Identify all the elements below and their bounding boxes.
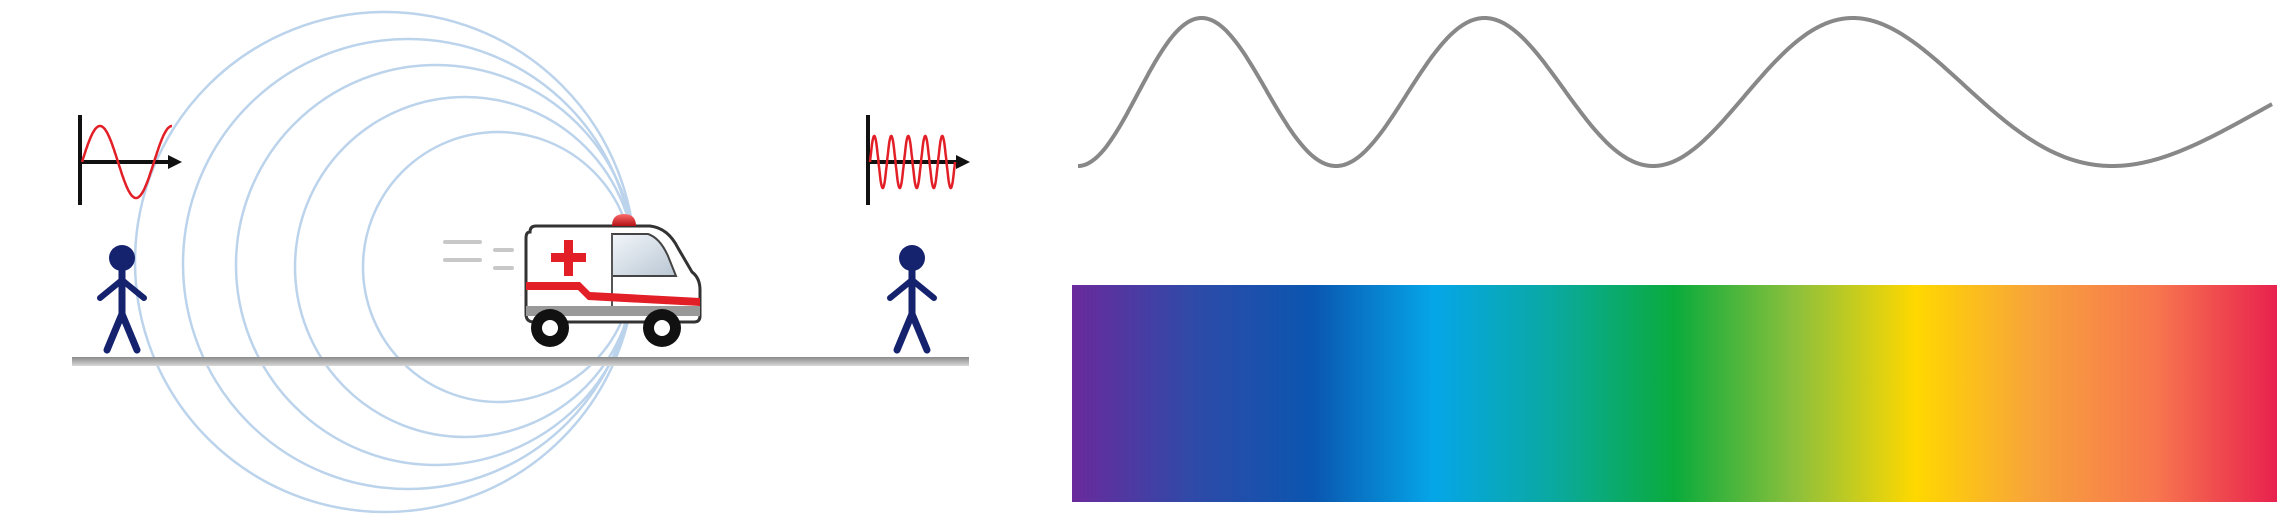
ambulance-stripe <box>526 282 700 306</box>
observer-right <box>887 245 937 354</box>
ambulance-wheel-front <box>643 309 681 347</box>
high-frequency-wave <box>868 134 957 190</box>
ambulance-icon <box>443 214 702 347</box>
person-icon <box>97 245 147 354</box>
wave-graph-icon-right <box>866 115 970 205</box>
siren-icon <box>612 214 636 226</box>
doppler-panel <box>72 10 970 514</box>
spectrum-panel <box>1072 285 2277 502</box>
wave-graph-icon-left <box>78 115 182 205</box>
ambulance-window <box>611 233 678 277</box>
ground-line <box>72 357 969 366</box>
chirp-wave-panel <box>1076 16 2274 168</box>
person-icon <box>887 245 937 354</box>
motion-lines <box>443 240 514 270</box>
color-spectrum-bar <box>1072 285 2277 502</box>
red-cross-icon <box>551 240 586 276</box>
low-frequency-wave <box>80 124 172 200</box>
observer-left <box>97 245 147 354</box>
chirp-wave <box>1076 16 2274 168</box>
ambulance-wheel-rear <box>531 309 569 347</box>
